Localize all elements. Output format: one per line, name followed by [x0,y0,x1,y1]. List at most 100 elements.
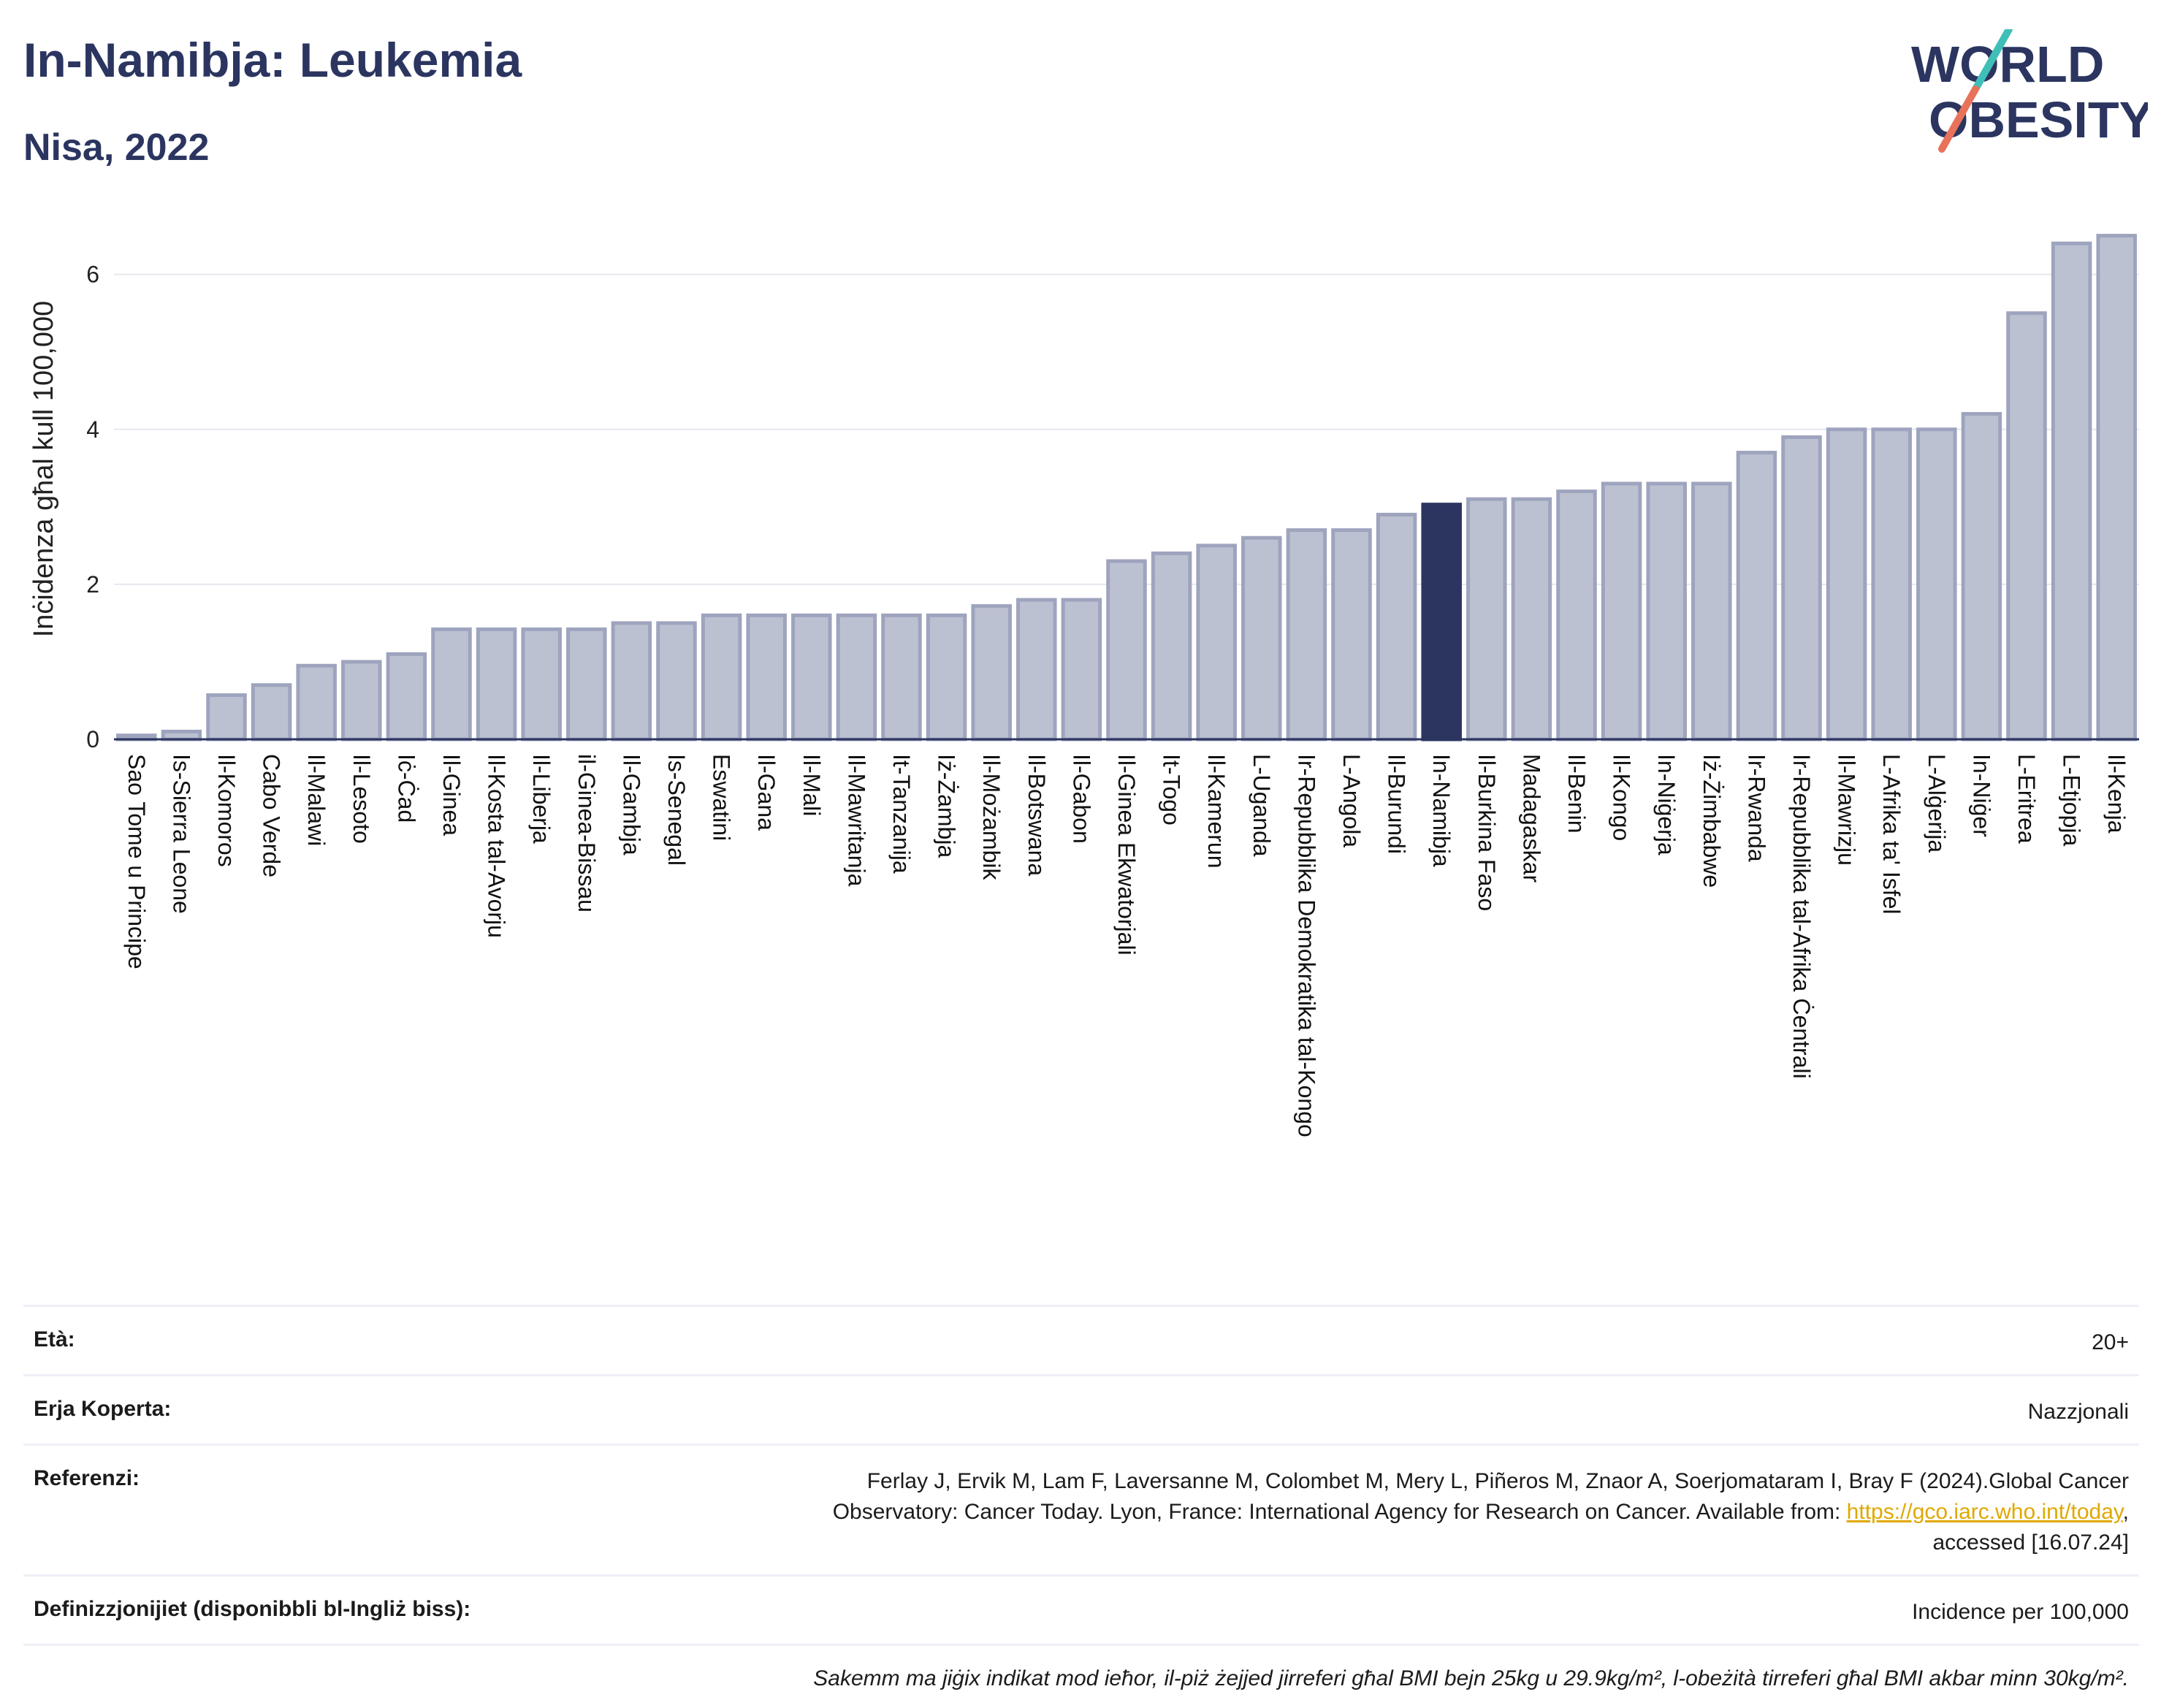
bar [1376,512,1417,741]
bar [2096,234,2137,741]
logo-slash-teal-icon [1972,29,2013,93]
age-value: 20+ [2092,1330,2129,1354]
reference-line-2: Observatory: Cancer Today. Lyon, France:… [832,1500,1847,1524]
bar [1961,412,2002,741]
bar [1016,598,1057,741]
y-tick-label: 0 [86,726,99,752]
bar [656,621,697,741]
reference-line-3: accessed [16.07.24] [1932,1530,2129,1555]
x-tick-label: L-Alġerija [1924,754,1950,853]
bar [1601,481,1642,741]
area-label: Erja Koperta: [34,1397,172,1421]
page-title: In-Namibja: Leukemia [23,33,522,87]
bar [206,693,247,741]
bar [431,627,472,741]
x-tick-label: Il-Komoros [213,754,240,867]
x-tick-label: Iż-Żambja [934,754,960,858]
x-tick-label: In-Niġer [1968,754,1994,837]
bar-highlighted [1421,503,1462,741]
area-value: Nazzjonali [2027,1400,2129,1424]
bar [1061,598,1102,741]
references-label: Referenzi: [34,1466,140,1490]
bar [1691,481,1732,741]
x-tick-label: Sao Tome u Principe [123,754,150,969]
x-tick-label: Il-Gana [753,754,780,831]
page-subtitle: Nisa, 2022 [23,126,210,169]
bar [1466,497,1507,741]
references-value: Ferlay J, Ervik M, Lam F, Laversanne M, … [833,1466,2129,1558]
x-tick-label: In-Namibja [1428,754,1455,867]
x-tick-label: Ir-Rwanda [1743,754,1769,862]
bar [296,663,337,741]
bar [1646,481,1687,741]
x-tick-label: Ir-Repubblika tal-Afrika Ċentrali [1788,754,1815,1079]
x-tick-label: L-Uganda [1249,754,1275,857]
meta-row-area: Erja Koperta: Nazzjonali [23,1374,2139,1444]
definitions-label: Definizzjonijiet (disponibbli bl-Ingliż … [34,1597,471,1621]
x-tick-label: Il-Gabon [1068,754,1094,844]
meta-row-note: Sakemm ma jiġix indikat mod ieħor, il-pi… [23,1644,2139,1707]
bar [1511,497,1552,741]
bar [476,627,517,741]
bar [791,613,832,741]
x-tick-label: L-Etjopja [2059,754,2085,847]
x-tick-label: Il-Burkina Faso [1474,754,1500,911]
age-label: Età: [34,1327,75,1351]
bar [701,613,742,741]
reference-line-1: Ferlay J, Ervik M, Lam F, Laversanne M, … [866,1469,2129,1493]
x-tick-label: Il-Benin [1563,754,1590,834]
x-tick-label: Cabo Verde [259,754,285,877]
bar [2051,241,2092,741]
x-tick-label: Il-Mawritanja [843,754,869,887]
x-tick-label: Il-Mali [799,754,825,816]
bar [1286,528,1327,741]
y-axis-label: Inċidenza għal kull 100,000 [28,301,59,638]
x-tick-label: Il-Kenja [2103,754,2130,834]
x-tick-label: L-Eritrea [2013,754,2040,844]
x-tick-label: Il-Burundi [1384,754,1410,854]
y-tick-label: 6 [86,262,99,288]
logo-line1: WORLD [1911,36,2104,93]
bar [521,627,562,741]
x-tick-label: Il-Ginea [438,754,465,836]
x-tick-label: il-Ginea-Bissau [573,754,600,912]
x-tick-label: Il-Mawrizju [1834,754,1860,866]
x-tick-label: It-Tanzanija [888,754,915,874]
bar [971,604,1012,741]
x-tick-label: Il-Gambja [618,754,644,855]
bar [1331,528,1372,741]
footnote: Sakemm ma jiġix indikat mod ieħor, il-pi… [813,1666,2129,1690]
x-tick-label: Il-Możambik [978,754,1005,880]
bar [836,613,877,741]
bar [1196,544,1237,741]
x-tick-label: Il-Kosta tal-Avorju [484,754,510,938]
meta-row-age: Età: 20+ [23,1305,2139,1374]
x-tick-label: Il-Kamerun [1203,754,1230,869]
reference-line-2-end: , [2122,1500,2129,1524]
x-tick-label: L-Angola [1338,754,1365,847]
x-tick-label: It-Togo [1159,754,1185,826]
bar [341,660,382,741]
x-tick-label: Il-Botswana [1024,754,1050,876]
bar [566,627,607,741]
x-tick-label: Eswatini [709,754,735,841]
x-tick-label: Is-Sierra Leone [168,754,194,914]
bar [1106,559,1147,741]
x-tick-label: Il-Malawi [303,754,329,846]
bar [926,613,967,741]
x-tick-label: Ir-Repubblika Demokratika tal-Kongo [1293,754,1319,1137]
bar [746,613,787,741]
bar [2006,311,2047,741]
bar [881,613,922,741]
bar [1556,489,1597,741]
bar [1871,427,1912,741]
meta-row-references: Referenzi: Ferlay J, Ervik M, Lam F, Lav… [23,1444,2139,1574]
x-tick-label: Madagaskar [1518,754,1544,882]
x-tick-label: In-Niġerja [1653,754,1680,855]
bar [1826,427,1867,741]
bar [251,683,292,741]
world-obesity-logo: WORLD OBESITY [1911,29,2148,153]
definitions-value: Incidence per 100,000 [1912,1600,2129,1624]
reference-link[interactable]: https://gco.iarc.who.int/today [1846,1500,2123,1524]
x-tick-label: Il-Liberja [528,754,554,844]
